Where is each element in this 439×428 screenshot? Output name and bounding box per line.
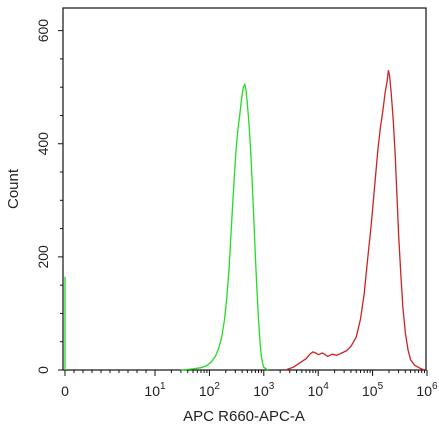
x-tick-label: 0 xyxy=(61,383,69,399)
y-axis-title: Count xyxy=(5,168,22,209)
x-tick-label: 105 xyxy=(362,381,384,399)
series-group xyxy=(64,70,425,371)
series-line-2 xyxy=(285,70,425,371)
y-tick-label: 400 xyxy=(35,132,51,156)
x-tick-label: 102 xyxy=(199,381,221,399)
y-tick-label: 0 xyxy=(35,366,51,374)
x-tick-label: 104 xyxy=(308,381,330,399)
x-axis-title: APC R660-APC-A xyxy=(183,408,305,425)
y-tick-label: 600 xyxy=(35,19,51,43)
x-tick-label: 106 xyxy=(416,381,438,399)
series-line-1 xyxy=(180,82,269,371)
plot-frame xyxy=(62,7,427,371)
y-tick-label: 200 xyxy=(35,245,51,269)
y-axis: 0 200 400 600 xyxy=(35,19,63,374)
x-tick-label: 103 xyxy=(253,381,275,399)
x-tick-label: 101 xyxy=(144,381,166,399)
x-axis: 0 101 102 103 104 105 106 xyxy=(61,370,438,399)
